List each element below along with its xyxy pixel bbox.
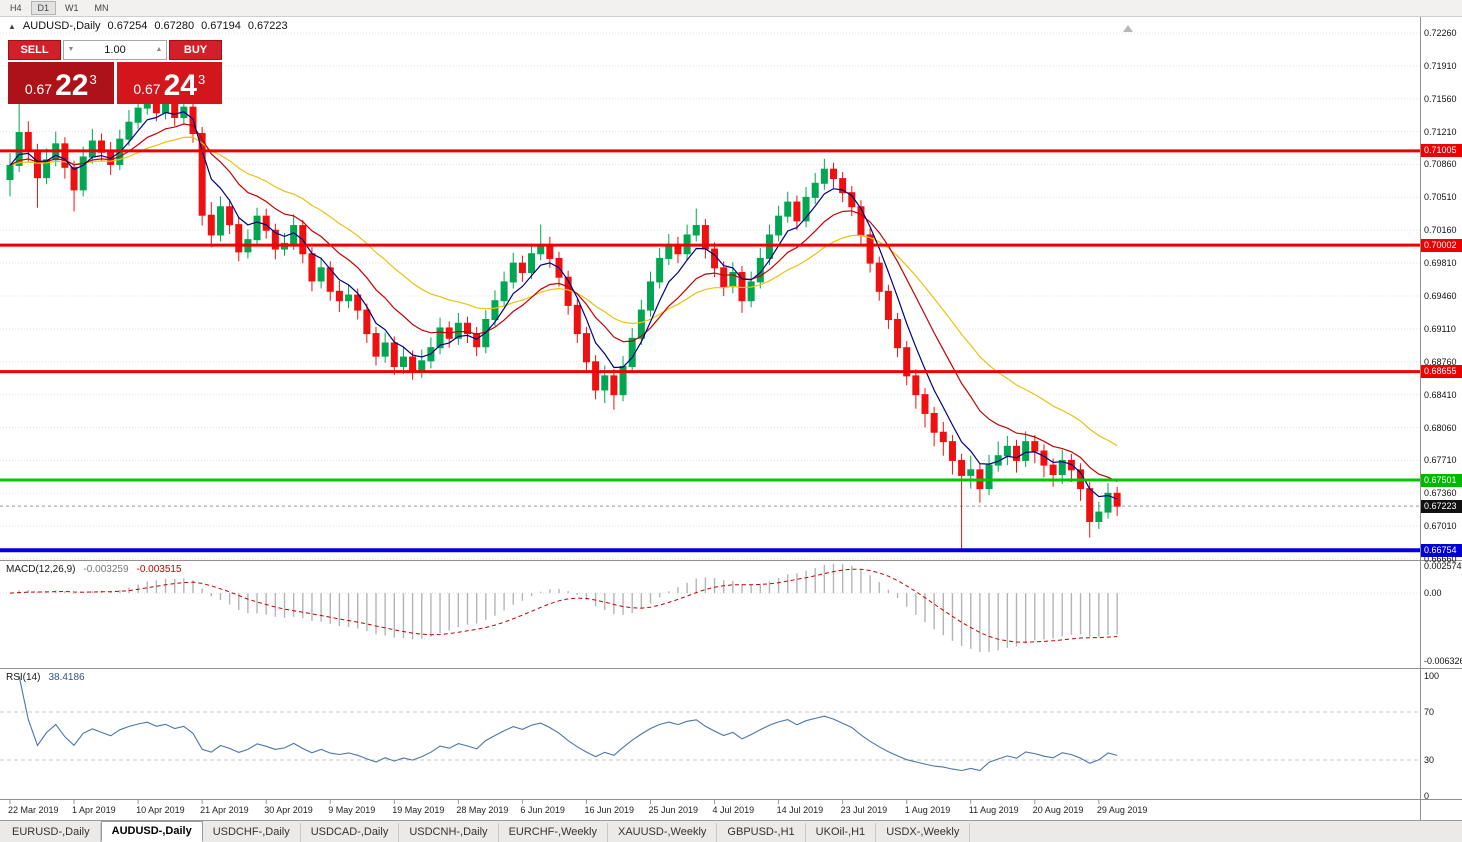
timeframe-button-w1[interactable]: W1 [65,3,79,13]
trade-panel-collapse-icon[interactable]: ▲ [8,21,16,31]
macd-indicator-label: MACD(12,26,9) -0.003259 -0.003515 [6,564,182,575]
ohlc-close: 0.67223 [247,20,288,32]
chart-symbol-label: AUDUSD-,Daily [22,20,101,32]
bid-price-tile[interactable]: 0.67 22 3 [8,62,114,104]
timeframe-button-mn[interactable]: MN [94,3,109,13]
macd-name: MACD(12,26,9) [6,564,76,575]
one-click-trade-panel: SELL ▼ 1.00 ▲ BUY 0.67 22 3 0.67 24 3 [8,40,222,104]
rsi-name: RSI(14) [6,672,41,683]
sell-button[interactable]: SELL [8,40,61,60]
tab-usdcad-daily[interactable]: USDCAD-,Daily [301,823,400,842]
tab-audusd-daily[interactable]: AUDUSD-,Daily [100,821,203,842]
ohlc-open: 0.67254 [107,20,148,32]
chart-ohlc-info: ▲ AUDUSD-,Daily 0.67254 0.67280 0.67194 … [8,20,288,32]
bid-price-big: 22 [55,69,89,102]
rsi-value: 38.4186 [48,672,85,683]
volume-increase-button[interactable]: ▲ [155,46,163,53]
tab-gbpusd-h1[interactable]: GBPUSD-,H1 [717,823,806,842]
timeframe-button-h4[interactable]: H4 [10,3,22,13]
volume-decrease-button[interactable]: ▼ [67,46,75,53]
macd-main-value: -0.003259 [83,564,129,575]
rsi-indicator-label: RSI(14) 38.4186 [6,672,85,683]
volume-control: ▼ 1.00 ▲ [63,40,167,60]
tab-usdx-weekly[interactable]: USDX-,Weekly [876,823,971,842]
tab-eurusd-daily[interactable]: EURUSD-,Daily [2,823,101,842]
timeframe-toolbar: H4 D1 W1 MN [0,0,1462,17]
bid-price-prefix: 0.67 [24,81,53,97]
shift-marker-icon [1123,25,1133,32]
ask-price-pipette: 3 [197,72,206,87]
ohlc-low: 0.67194 [201,20,241,32]
tab-usdcnh-daily[interactable]: USDCNH-,Daily [399,823,499,842]
buy-button[interactable]: BUY [169,40,222,60]
tab-eurchf-weekly[interactable]: EURCHF-,Weekly [499,823,608,842]
ask-price-big: 24 [163,69,197,102]
ohlc-high: 0.67280 [154,20,195,32]
tab-xauusd-weekly[interactable]: XAUUSD-,Weekly [608,823,718,842]
timeframe-button-d1[interactable]: D1 [30,1,57,15]
chart-tabs-bar: EURUSD-,Daily AUDUSD-,Daily USDCHF-,Daily U… [0,820,1462,842]
macd-signal-value: -0.003515 [136,564,182,575]
tab-ukoil-h1[interactable]: UKOil-,H1 [806,823,877,842]
ask-price-prefix: 0.67 [133,81,161,97]
volume-input[interactable]: 1.00 [104,44,126,56]
ask-price-tile[interactable]: 0.67 24 3 [116,62,222,104]
tab-usdchf-daily[interactable]: USDCHF-,Daily [203,823,301,842]
bid-price-pipette: 3 [89,72,97,87]
